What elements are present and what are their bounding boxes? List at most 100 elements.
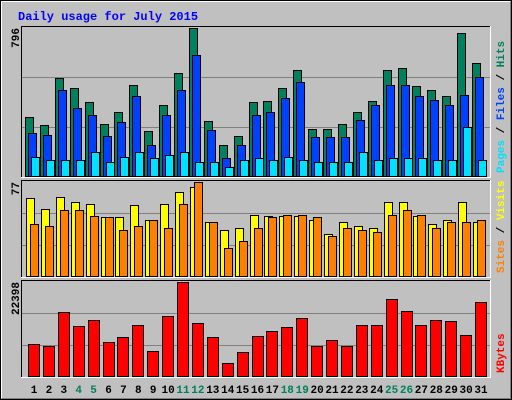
- x-tick-label: 5: [90, 385, 97, 397]
- bar: [105, 217, 114, 277]
- bar: [296, 318, 308, 377]
- x-tick-label: 25: [385, 385, 399, 397]
- legend-entry: Sites: [496, 240, 508, 273]
- bar: [46, 160, 55, 177]
- bar: [58, 312, 70, 377]
- bar: [28, 344, 40, 377]
- bar: [356, 325, 368, 377]
- bar: [463, 127, 472, 177]
- bar: [386, 299, 398, 377]
- bar: [88, 320, 100, 377]
- legend-separator: /: [496, 120, 508, 140]
- bar: [281, 327, 293, 377]
- bar: [179, 204, 188, 277]
- bar: [90, 216, 99, 277]
- bar: [31, 157, 40, 177]
- bar: [477, 220, 486, 277]
- bar: [254, 228, 263, 277]
- bar: [147, 351, 159, 377]
- bar: [417, 215, 426, 277]
- bar: [207, 337, 219, 377]
- legend-entry: Files: [496, 87, 508, 120]
- legend-separator: /: [496, 220, 508, 240]
- bar: [61, 160, 70, 177]
- bar: [478, 160, 487, 177]
- x-tick-label: 27: [415, 385, 428, 397]
- legend-entry: Hits: [496, 41, 508, 67]
- bar: [404, 158, 413, 177]
- x-tick-label: 3: [60, 385, 67, 397]
- y-max-label: 796: [11, 28, 23, 48]
- bar: [106, 162, 115, 177]
- bar: [432, 228, 441, 277]
- bar: [237, 352, 249, 377]
- bar: [284, 157, 293, 177]
- legend: Pages / Files / Hits: [496, 41, 508, 173]
- legend-separator: /: [496, 67, 508, 87]
- bar: [252, 336, 264, 377]
- bar: [344, 162, 353, 177]
- x-tick-label: 22: [340, 385, 353, 397]
- bar: [30, 224, 39, 277]
- x-tick-label: 8: [135, 385, 142, 397]
- bar: [374, 160, 383, 177]
- bar: [433, 160, 442, 177]
- bar: [418, 158, 427, 177]
- bar: [329, 162, 338, 177]
- x-tick-label: 28: [430, 385, 444, 397]
- bar: [328, 236, 337, 277]
- x-tick-label: 26: [400, 385, 413, 397]
- x-tick-label: 20: [310, 385, 323, 397]
- x-tick-label: 1: [31, 385, 38, 397]
- x-tick-label: 12: [191, 385, 204, 397]
- bar: [225, 167, 234, 177]
- x-tick-label: 4: [75, 385, 82, 397]
- bar: [313, 217, 322, 277]
- bar: [132, 325, 144, 377]
- chart-title: Daily usage for July 2015: [18, 10, 198, 24]
- x-tick-label: 10: [161, 385, 174, 397]
- bar: [341, 346, 353, 377]
- x-tick-label: 17: [266, 385, 279, 397]
- bar: [298, 215, 307, 277]
- bar: [371, 325, 383, 377]
- x-tick-label: 2: [46, 385, 53, 397]
- bar: [150, 158, 159, 177]
- bar: [359, 152, 368, 177]
- bar: [209, 222, 218, 277]
- x-tick-label: 13: [206, 385, 220, 397]
- bar: [60, 210, 69, 277]
- bar: [389, 158, 398, 177]
- bar: [192, 55, 201, 177]
- bar: [177, 282, 189, 377]
- x-tick-label: 9: [150, 385, 157, 397]
- bar: [195, 162, 204, 177]
- x-tick-label: 6: [105, 385, 112, 397]
- legend-entry: KBytes: [496, 333, 508, 373]
- bar: [268, 217, 277, 277]
- bar: [373, 232, 382, 277]
- y-max-label: 77: [11, 182, 23, 195]
- bar: [415, 325, 427, 377]
- bar: [326, 340, 338, 377]
- x-tick-label: 14: [221, 385, 235, 397]
- bar: [283, 215, 292, 277]
- legend: Sites / Visits: [496, 181, 508, 273]
- bar: [240, 160, 249, 177]
- bar: [448, 160, 457, 177]
- bar: [222, 363, 234, 377]
- y-max-label: 22398: [11, 282, 23, 315]
- bar: [401, 311, 413, 377]
- bar: [103, 342, 115, 377]
- legend-entry: Visits: [496, 181, 508, 221]
- bar: [255, 158, 264, 177]
- bar: [43, 346, 55, 377]
- x-tick-label: 16: [251, 385, 264, 397]
- bar: [45, 226, 54, 277]
- bar: [343, 228, 352, 277]
- bar: [266, 331, 278, 377]
- x-tick-label: 7: [120, 385, 127, 397]
- bar: [180, 152, 189, 177]
- bar: [475, 302, 487, 377]
- x-tick-label: 18: [281, 385, 295, 397]
